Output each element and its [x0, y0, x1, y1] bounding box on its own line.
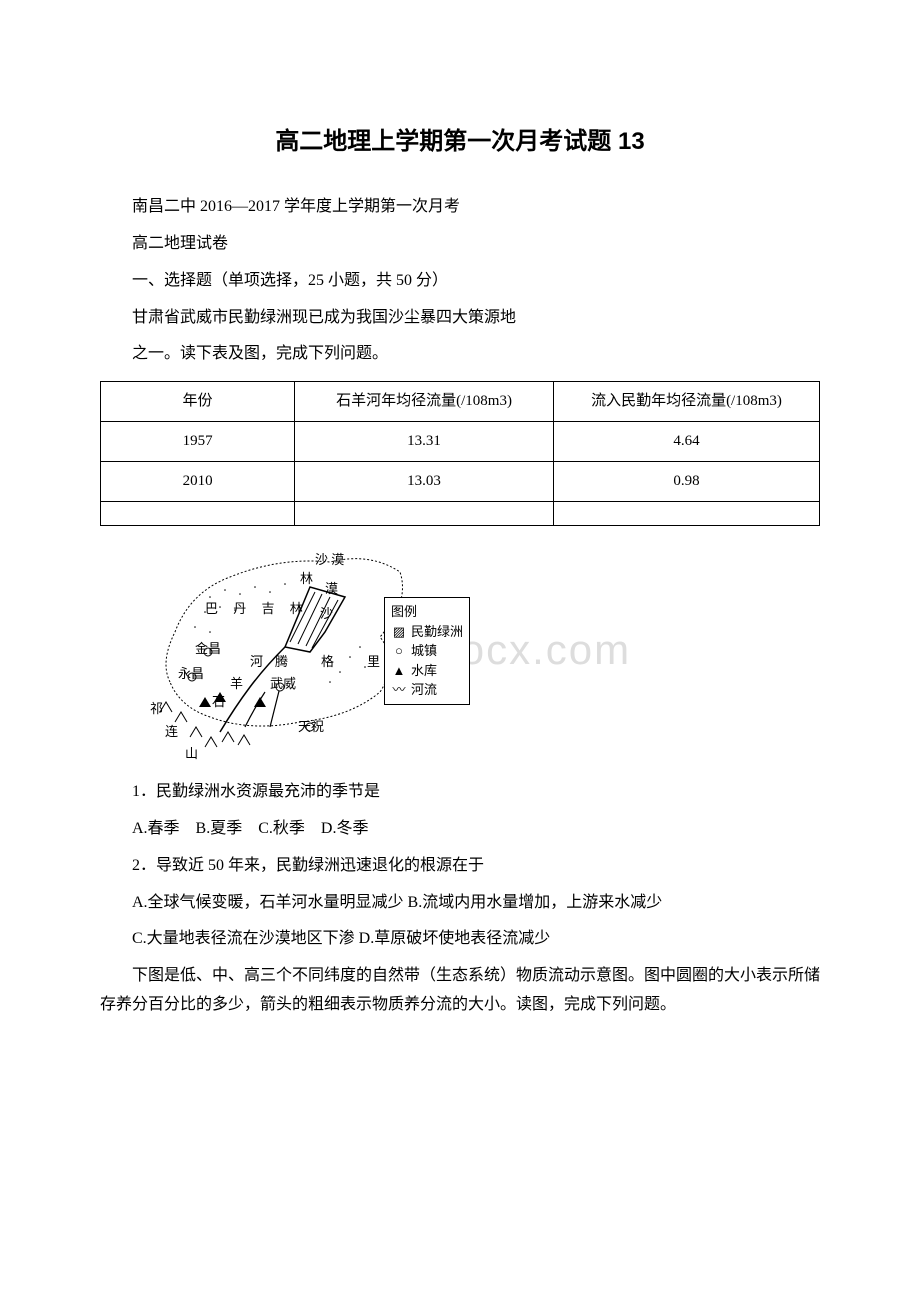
legend-label: 城镇	[411, 641, 437, 661]
intro-text-1: 甘肃省武威市民勤绿洲现已成为我国沙尘暴四大策源地	[100, 304, 820, 333]
legend-title: 图例	[391, 602, 463, 622]
table-header-cell: 年份	[101, 382, 295, 422]
map-legend: 图例 ▨ 民勤绿洲 ○ 城镇 ▲ 水库 〰 河流	[384, 597, 470, 705]
table-cell	[101, 502, 295, 526]
table-cell: 13.03	[295, 462, 554, 502]
map-label-tianzhu: 天祝	[298, 715, 324, 738]
legend-label: 水库	[411, 661, 437, 681]
reservoir-marker	[199, 697, 211, 707]
map-label-jinchang: 金昌	[195, 637, 221, 660]
map-label-shan: 山	[185, 742, 198, 765]
table-row	[101, 502, 820, 526]
map-label-he: 河	[250, 650, 263, 673]
map-label-lian: 连	[165, 720, 178, 743]
map-label-mo: 漠	[325, 577, 338, 600]
reservoir-icon: ▲	[391, 661, 407, 681]
table-cell: 1957	[101, 422, 295, 462]
question-2-options-ab: A.全球气候变暖，石羊河水量明显减少 B.流域内用水量增加，上游来水减少	[100, 889, 820, 918]
question-2-options-cd: C.大量地表径流在沙漠地区下渗 D.草原破坏使地表径流减少	[100, 925, 820, 954]
river-branch	[245, 692, 265, 727]
legend-item: ▨ 民勤绿洲	[391, 622, 463, 642]
exam-info-2: 高二地理试卷	[100, 230, 820, 259]
table-header-cell: 流入民勤年均径流量(/108m3)	[553, 382, 819, 422]
legend-item: 〰 河流	[391, 680, 463, 700]
map-label-tenggeli: 腾 格 里	[275, 650, 390, 673]
intro-text-2: 之一。读下表及图，完成下列问题。	[100, 340, 820, 369]
table-cell: 0.98	[553, 462, 819, 502]
question-1: 1．民勤绿洲水资源最充沛的季节是	[100, 778, 820, 807]
table-cell: 13.31	[295, 422, 554, 462]
table-row: 1957 13.31 4.64	[101, 422, 820, 462]
table-cell: 4.64	[553, 422, 819, 462]
map-label-wuwei: 武威	[270, 672, 296, 695]
section-heading: 一、选择题（单项选择，25 小题，共 50 分）	[100, 267, 820, 296]
town-icon: ○	[391, 641, 407, 661]
map-label-qi: 祁	[150, 697, 163, 720]
table-cell	[553, 502, 819, 526]
map-label-shi: 石	[212, 690, 225, 713]
table-header-row: 年份 石羊河年均径流量(/108m3) 流入民勤年均径流量(/108m3)	[101, 382, 820, 422]
map-label-yongchang: 永昌	[178, 662, 204, 685]
map-label-yang: 羊	[230, 672, 243, 695]
legend-label: 民勤绿洲	[411, 622, 463, 642]
reservoir-marker	[254, 697, 266, 707]
map-label-desert: 沙 漠	[315, 548, 344, 571]
legend-label: 河流	[411, 680, 437, 700]
exam-info-1: 南昌二中 2016—2017 学年度上学期第一次月考	[100, 193, 820, 222]
legend-item: ○ 城镇	[391, 641, 463, 661]
table-row: 2010 13.03 0.98	[101, 462, 820, 502]
page-title: 高二地理上学期第一次月考试题 13	[100, 120, 820, 163]
map-label-badanjilin: 巴 丹 吉 林	[205, 597, 309, 620]
table-cell	[295, 502, 554, 526]
question-3-intro: 下图是低、中、高三个不同纬度的自然带（生态系统）物质流动示意图。图中圆圈的大小表…	[100, 962, 820, 1020]
table-cell: 2010	[101, 462, 295, 502]
map-label-sha: 沙	[320, 602, 333, 625]
question-2: 2．导致近 50 年来，民勤绿洲迅速退化的根源在于	[100, 852, 820, 881]
oasis-icon: ▨	[391, 622, 407, 642]
legend-item: ▲ 水库	[391, 661, 463, 681]
data-table: 年份 石羊河年均径流量(/108m3) 流入民勤年均径流量(/108m3) 19…	[100, 381, 820, 526]
table-header-cell: 石羊河年均径流量(/108m3)	[295, 382, 554, 422]
map-label-lin: 林	[300, 567, 313, 590]
map-diagram: bdocx.com	[150, 542, 480, 762]
question-1-options: A.春季 B.夏季 C.秋季 D.冬季	[100, 815, 820, 844]
river-icon: 〰	[391, 680, 407, 700]
